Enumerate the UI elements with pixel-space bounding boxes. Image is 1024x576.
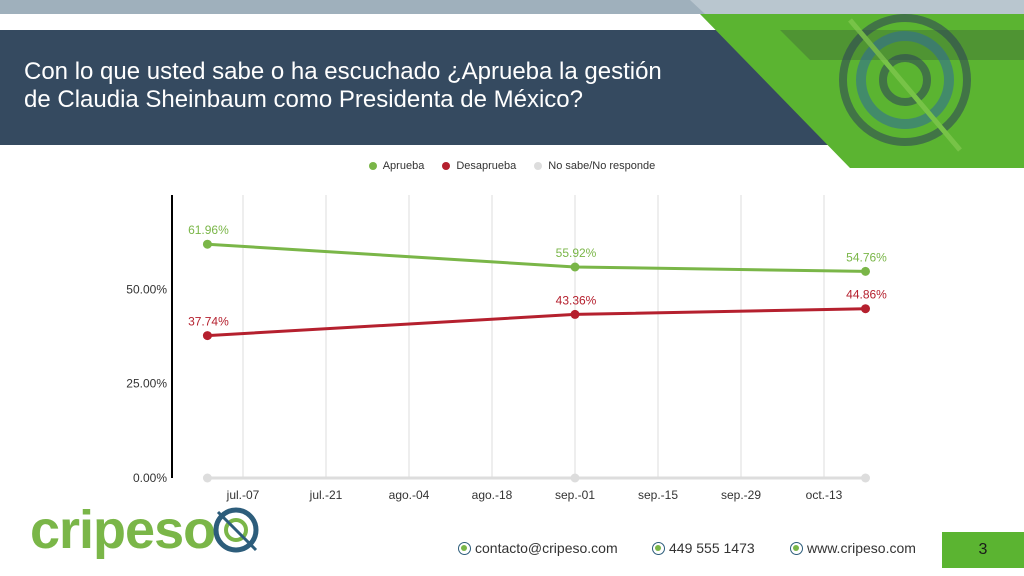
footer-phone[interactable]: 449 555 1473	[652, 540, 755, 556]
x-tick-label: oct.-13	[806, 488, 843, 502]
chart-legend: Aprueba Desaprueba No sabe/No responde	[0, 160, 1024, 172]
accent-gray-stripe	[690, 0, 1024, 14]
legend-label: Desaprueba	[456, 160, 517, 172]
x-tick-label: ago.-18	[472, 488, 513, 502]
legend-dot-icon	[534, 162, 543, 170]
legend-dot-icon	[442, 162, 451, 170]
target-watermark-icon	[839, 14, 971, 152]
data-point	[861, 266, 870, 276]
globe-icon	[790, 541, 803, 555]
footer-email[interactable]: contacto@cripeso.com	[458, 540, 618, 556]
globe-icon	[652, 541, 665, 555]
data-point	[202, 239, 212, 249]
data-point	[202, 473, 212, 483]
y-tick-label: 25.00%	[126, 377, 167, 391]
series-line	[207, 307, 866, 338]
title-line-2: de Claudia Sheinbaum como Presidenta de …	[24, 86, 583, 113]
data-label: 54.76%	[846, 250, 887, 264]
series-line	[207, 242, 866, 273]
data-label: 55.92%	[556, 246, 597, 260]
data-label: 44.86%	[846, 288, 887, 302]
data-point	[570, 473, 580, 483]
page-title: Con lo que usted sabe o ha escuchado ¿Ap…	[24, 58, 804, 114]
data-point	[202, 331, 212, 341]
data-point	[861, 304, 870, 314]
legend-item: Aprueba	[368, 160, 425, 172]
email-text: contacto@cripeso.com	[475, 540, 618, 556]
legend-dot-icon	[368, 162, 377, 170]
data-point	[570, 262, 580, 272]
web-text: www.cripeso.com	[807, 540, 916, 556]
y-tick-label: 50.00%	[126, 282, 167, 296]
legend-label: Aprueba	[382, 160, 425, 172]
data-point	[570, 309, 580, 319]
x-tick-label: jul.-21	[309, 488, 343, 502]
legend-item: No sabe/No responde	[534, 160, 655, 172]
title-line-1: Con lo que usted sabe o ha escuchado ¿Ap…	[24, 58, 662, 85]
x-tick-label: ago.-04	[389, 488, 430, 502]
logo-graphic: cripeso	[30, 500, 259, 560]
page-number: 3	[942, 532, 1024, 568]
x-tick-label: sep.-29	[721, 488, 761, 502]
logo-target-icon	[213, 507, 259, 553]
header-banner	[0, 30, 880, 145]
legend-item: Desaprueba	[442, 160, 516, 172]
data-point	[861, 473, 870, 483]
logo-text: cripeso	[30, 500, 215, 560]
data-label: 61.96%	[188, 223, 229, 237]
y-tick-label: 0.00%	[133, 471, 167, 485]
legend-label: No sabe/No responde	[548, 160, 656, 172]
phone-text: 449 555 1473	[669, 540, 755, 556]
x-tick-label: jul.-07	[226, 488, 260, 502]
cripeso-logo: cripeso	[30, 500, 270, 569]
x-tick-label: sep.-15	[638, 488, 678, 502]
globe-icon	[458, 541, 471, 555]
x-tick-label: sep.-01	[555, 488, 595, 502]
data-label: 43.36%	[556, 293, 597, 307]
data-label: 37.74%	[188, 315, 229, 329]
footer-web[interactable]: www.cripeso.com	[790, 540, 916, 556]
